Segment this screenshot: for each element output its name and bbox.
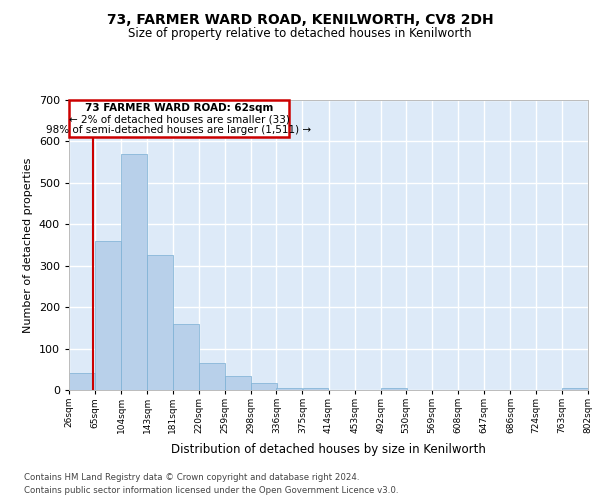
Bar bbox=[121, 154, 147, 390]
Text: Contains public sector information licensed under the Open Government Licence v3: Contains public sector information licen… bbox=[24, 486, 398, 495]
Text: Distribution of detached houses by size in Kenilworth: Distribution of detached houses by size … bbox=[172, 442, 486, 456]
Bar bbox=[251, 382, 277, 390]
Bar bbox=[302, 388, 328, 390]
Bar bbox=[277, 388, 302, 390]
Bar bbox=[562, 388, 588, 390]
Bar bbox=[173, 324, 199, 390]
Text: Size of property relative to detached houses in Kenilworth: Size of property relative to detached ho… bbox=[128, 28, 472, 40]
Text: Contains HM Land Registry data © Crown copyright and database right 2024.: Contains HM Land Registry data © Crown c… bbox=[24, 472, 359, 482]
Bar bbox=[148, 256, 173, 390]
Bar bbox=[225, 376, 251, 390]
Bar bbox=[69, 374, 95, 390]
Bar bbox=[95, 241, 121, 390]
Text: 73, FARMER WARD ROAD, KENILWORTH, CV8 2DH: 73, FARMER WARD ROAD, KENILWORTH, CV8 2D… bbox=[107, 12, 493, 26]
Text: 73 FARMER WARD ROAD: 62sqm: 73 FARMER WARD ROAD: 62sqm bbox=[85, 104, 273, 114]
Bar bbox=[381, 388, 407, 390]
Text: 98% of semi-detached houses are larger (1,511) →: 98% of semi-detached houses are larger (… bbox=[46, 126, 311, 136]
Y-axis label: Number of detached properties: Number of detached properties bbox=[23, 158, 33, 332]
Bar bbox=[69, 100, 289, 138]
Bar bbox=[199, 363, 224, 390]
Text: ← 2% of detached houses are smaller (33): ← 2% of detached houses are smaller (33) bbox=[68, 114, 289, 124]
